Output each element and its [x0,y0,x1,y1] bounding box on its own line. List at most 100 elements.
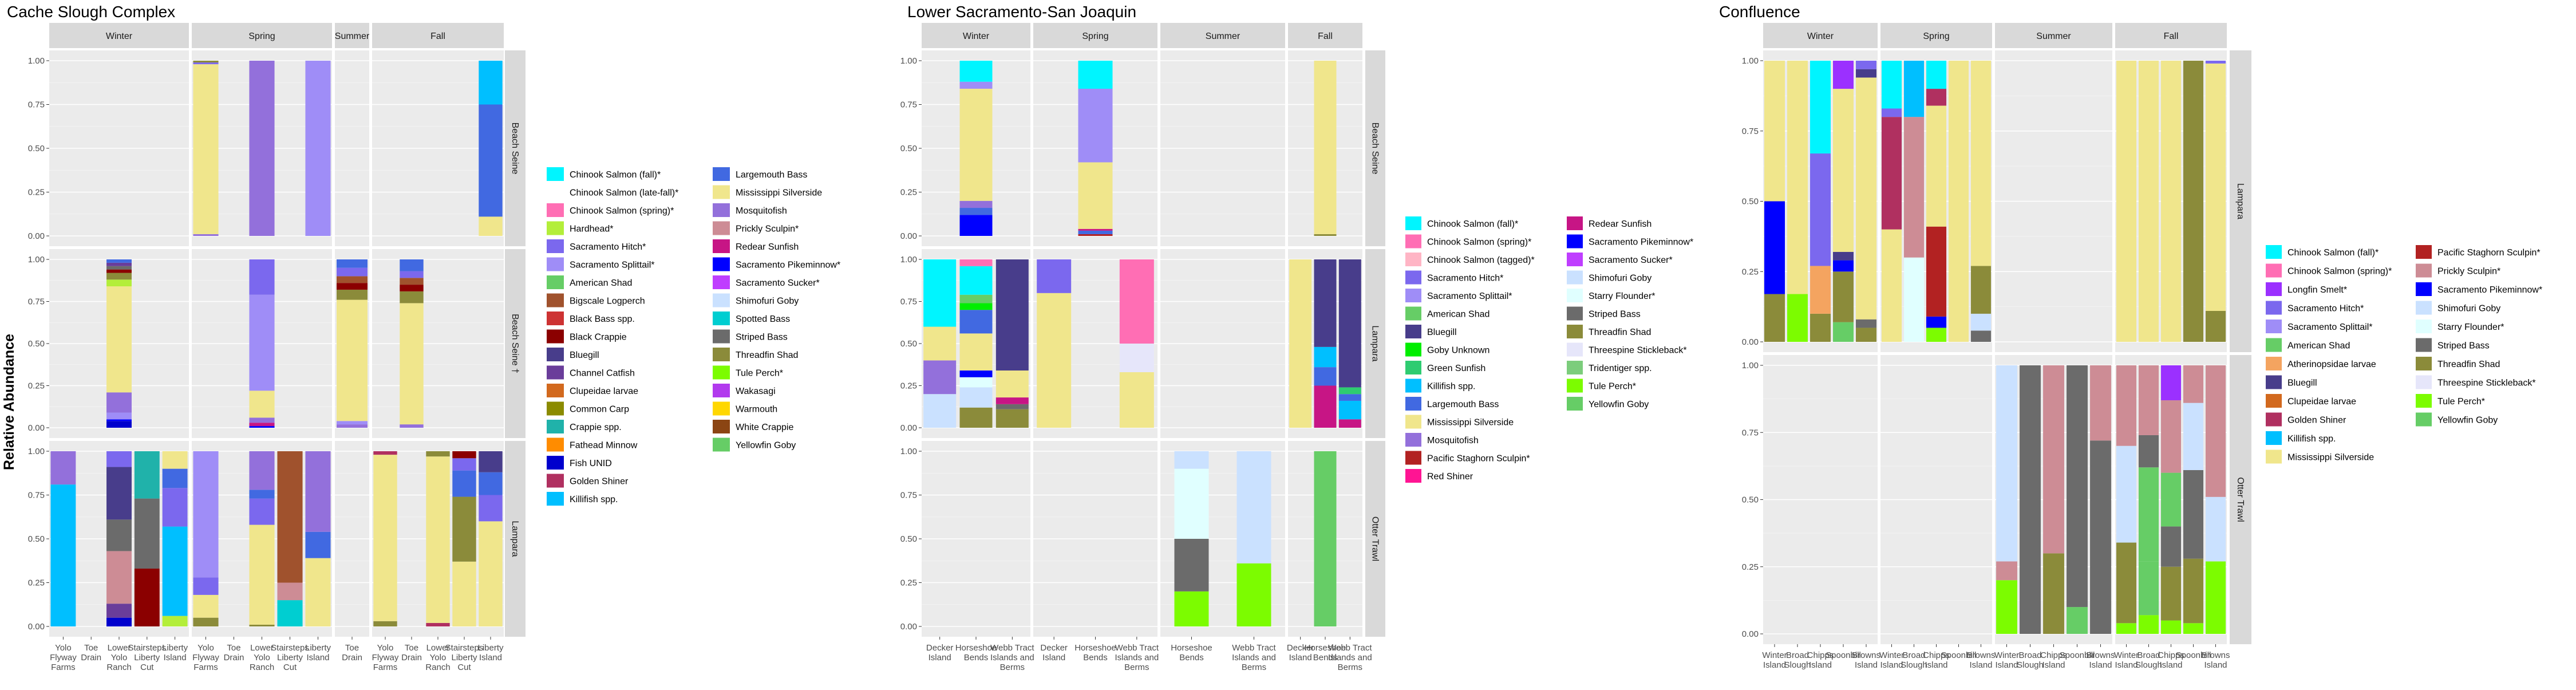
legend-swatch [713,293,730,307]
legend-label: Chinook Salmon (spring)* [2287,267,2392,277]
y-axis-label: Relative Abundance [1,334,17,470]
y-tick-label: 0.00 [28,231,45,241]
legend-label: Starry Flounder* [2437,322,2504,332]
bar-segment [1926,226,1947,317]
y-tick-label: 1.00 [900,56,917,66]
bar-segment [305,61,331,236]
bar-segment [959,215,993,236]
legend-swatch [547,293,564,307]
bar-segment [995,409,1029,428]
bar-segment [1833,260,1854,272]
bar-segment [1174,451,1209,469]
legend-label: Sacramento Pikeminnow* [736,261,840,270]
bar-segment [2160,400,2182,473]
bar-segment [923,394,957,428]
bar-segment [400,285,424,291]
legend-label: Tridentiger spp. [1589,364,1652,373]
bar-segment [959,81,993,89]
bar-segment [1338,419,1361,428]
bar-segment [2205,496,2226,562]
bar-segment [1764,294,1785,342]
bar-segment [193,61,219,63]
bar-segment [2205,310,2226,342]
bar-segment [373,451,397,455]
bar-segment [2043,553,2064,634]
x-tick-label: Stairsteps Liberty Cut [271,643,309,672]
bar-segment [1078,234,1113,236]
bar-segment [400,271,424,278]
bar-segment [1787,61,1808,294]
bar-segment [2205,561,2226,634]
bar-segment [249,391,275,418]
bar-segment [2116,623,2137,634]
x-tick-label: Chipps Island [2158,650,2184,670]
legend-label: Yellowfin Goby [2437,416,2498,425]
legend-swatch [547,437,564,452]
bar-segment [479,521,503,626]
bar-segment [134,451,160,499]
bar-segment [400,424,424,428]
method-label: Beach Seine [510,123,520,175]
bar-segment [193,577,219,595]
x-tick-label: Broad Slough [2135,650,2162,670]
legend-label: Killifish spp. [2287,434,2336,444]
season-strip [1033,23,1157,48]
bar-segment [1833,89,1854,252]
bar-segment [959,208,993,215]
bar-segment [452,458,476,471]
legend-label: Pacific Staghorn Sculpin* [2437,248,2541,258]
legend-swatch [2416,394,2432,408]
bar-segment [1764,201,1785,294]
season-strip [372,23,504,48]
method-label: Beach Seine [1370,123,1380,175]
bar-segment [2138,365,2159,435]
season-label: Fall [430,31,445,41]
bar-segment [1338,400,1361,420]
y-tick-label: 0.50 [1742,197,1759,207]
bar-segment [1119,344,1154,372]
bar-segment [959,333,993,371]
legend-swatch [1405,469,1421,483]
legend-label: Bluegill [1427,328,1457,337]
bar-segment [106,551,132,604]
legend-swatch [713,384,730,397]
bar-segment [193,64,219,234]
y-tick-label: 0.50 [28,534,45,544]
legend-label: Largemouth Bass [736,170,807,180]
legend-swatch [547,257,564,271]
legend-label: Warmouth [736,405,777,415]
x-tick-label: Browns Island [1966,650,1995,670]
legend-label: Threadfin Shad [1589,328,1651,337]
bar-segment [959,259,993,266]
bar-segment [923,259,957,327]
legend-swatch [1567,289,1583,302]
bar-segment [959,407,993,428]
legend-swatch [547,401,564,416]
method-strip [505,50,526,246]
bar-segment [1764,61,1785,202]
legend-swatch [2266,412,2282,427]
x-tick-label: Lower Yolo Ranch [106,643,131,672]
legend-label: Killifish spp. [1427,382,1475,392]
x-tick-label: Browns Island [2201,650,2230,670]
bar-segment [1996,580,2017,634]
x-tick-label: Webb Tract Islands and Berms [1328,643,1372,672]
bar-segment [2138,61,2159,342]
legend-swatch [547,384,564,397]
legend-label: Sacramento Hitch* [570,242,646,252]
bar-segment [1926,316,1947,328]
bar-segment [1996,561,2017,581]
bar-segment [106,259,132,263]
method-strip [505,249,526,438]
x-tick-label: Spoonbill [2060,650,2095,660]
bar-segment [2138,435,2159,468]
bar-segment [1856,69,1876,78]
bar-segment [1787,294,1808,342]
x-tick-label: Yolo Flyway Farms [192,643,219,672]
legend-label: Tule Perch* [2437,397,2485,407]
legend-swatch [547,167,564,181]
bar-segment [1078,228,1113,231]
bar-segment [2183,61,2204,342]
bar-segment [249,498,275,525]
bar-segment [1338,387,1361,395]
